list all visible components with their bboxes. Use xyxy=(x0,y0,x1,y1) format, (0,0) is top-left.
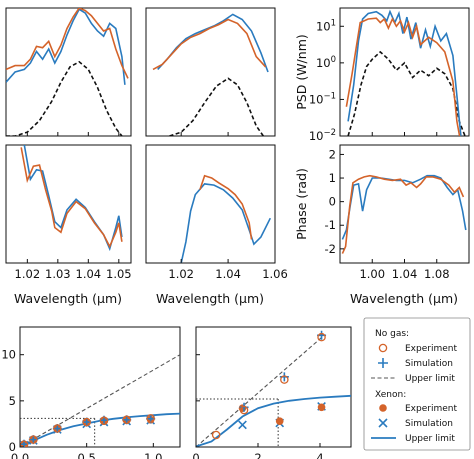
phase-y-axis-label: Phase (rad) xyxy=(294,168,309,240)
legend-no-gas-experiment-marker xyxy=(378,343,388,353)
scan-xtick-label: 2 xyxy=(254,451,261,459)
scan-ytick-label: 0 xyxy=(9,440,16,454)
psd-ytick-label: 10−2 xyxy=(309,128,336,143)
xenon-experiment-point xyxy=(275,417,284,425)
psd-panel-b xyxy=(145,7,276,137)
legend-no-gas-experiment: Experiment xyxy=(405,344,457,354)
psd-simulation-curve xyxy=(6,8,126,85)
scan-marks xyxy=(196,330,351,447)
phase-curves xyxy=(20,145,123,252)
phase-ytick-label: 2 xyxy=(329,147,336,161)
psd-y-axis-label: PSD (W/nm) xyxy=(294,34,309,110)
scan-xtick-label: 0.0 xyxy=(11,451,29,459)
xenon-simulation-point xyxy=(238,420,247,430)
no-gas-experiment-point xyxy=(239,405,249,415)
psd-experiment-curve xyxy=(345,17,461,136)
phase-xtick-label: 1.04 xyxy=(392,267,418,281)
phase-ytick-label: -2 xyxy=(325,242,336,256)
phase-ytick-label: 0 xyxy=(329,195,336,209)
psd-ytick-label: 101 xyxy=(316,18,336,33)
psd-reference-curve xyxy=(6,60,123,136)
no-gas-upper-limit-line xyxy=(196,335,324,447)
psd-simulation-curve xyxy=(347,9,462,136)
scan-xtick-label: 0 xyxy=(192,451,199,459)
xenon-experiment-point xyxy=(238,404,247,413)
x-axis-label-a: Wavelength (µm) xyxy=(14,291,122,306)
no-gas-experiment-point xyxy=(280,375,289,384)
phase-experiment-curve xyxy=(199,174,253,240)
no-gas-experiment-point xyxy=(53,424,62,433)
phase-ytick-label: 1 xyxy=(329,171,336,185)
phase-curves xyxy=(341,174,467,254)
psd-reference-curve xyxy=(347,50,466,136)
phase-xtick-label: 1.03 xyxy=(45,267,71,281)
phase-xtick-label: 1.08 xyxy=(424,267,450,281)
legend-no-gas-simulation-marker xyxy=(378,358,388,368)
psd-panel-a xyxy=(5,7,132,137)
scan-ytick-label: 10 xyxy=(1,348,16,362)
phase-xtick-label: 1.02 xyxy=(168,267,194,281)
scan-xtick-label: 0.5 xyxy=(78,451,96,459)
phase-simulation-curve xyxy=(341,174,467,240)
scan-ytick-label: 5 xyxy=(9,394,16,408)
legend-no-gas-upper-limit: Upper limit xyxy=(405,374,455,384)
psd-experiment-curve xyxy=(6,8,129,79)
legend-xenon-simulation: Simulation xyxy=(405,419,453,429)
no-gas-experiment-point xyxy=(99,416,109,425)
no-gas-experiment-point xyxy=(82,417,91,427)
x-axis-label-c: Wavelength (µm) xyxy=(350,291,458,306)
phase-xtick-label: 1.05 xyxy=(106,267,132,281)
phase-xtick-label: 1.00 xyxy=(359,267,385,281)
legend-no-gas-simulation: Simulation xyxy=(405,359,453,369)
phase-experiment-curve xyxy=(341,174,465,254)
legend-xenon-simulation-marker xyxy=(378,418,388,428)
phase-xtick-label: 1.02 xyxy=(15,267,41,281)
psd-curves xyxy=(6,8,129,136)
no-gas-experiment-point xyxy=(29,435,38,444)
psd-curves xyxy=(152,13,269,136)
scan-panel-b: 0 2 4 xyxy=(192,326,352,459)
phase-simulation-curve xyxy=(180,183,272,263)
phase-panel-a: 1.02 1.03 1.04 1.05 xyxy=(5,144,132,281)
x-axis-label-b: Wavelength (µm) xyxy=(156,291,264,306)
scan-xtick-label: 1.0 xyxy=(144,451,162,459)
scan-marks xyxy=(20,354,180,447)
psd-reference-curve xyxy=(169,77,264,136)
legend-no-gas-title: No gas: xyxy=(375,329,409,339)
scan-xtick-label: 4 xyxy=(316,451,323,459)
legend: No gas: Experiment Simulation Upper limi… xyxy=(363,317,471,451)
psd-ytick-label: 100 xyxy=(316,55,336,70)
phase-xtick-label: 1.04 xyxy=(215,267,241,281)
psd-curves xyxy=(345,9,466,136)
phase-panel-b: 1.02 1.04 1.06 xyxy=(145,144,288,281)
no-gas-upper-limit-line xyxy=(20,354,180,447)
no-gas-experiment-point xyxy=(211,430,221,440)
legend-xenon-experiment: Experiment xyxy=(405,404,457,414)
xenon-upper-limit-curve xyxy=(196,394,351,447)
phase-curves xyxy=(180,174,272,263)
no-gas-experiment-point xyxy=(317,332,326,342)
phase-xtick-label: 1.04 xyxy=(76,267,102,281)
legend-xenon-upper-limit: Upper limit xyxy=(405,434,455,444)
phase-ytick-label: -1 xyxy=(325,218,336,232)
psd-ytick-label: 10−1 xyxy=(309,91,336,106)
xenon-experiment-point xyxy=(317,403,326,412)
phase-panel-c: 1.00 1.04 1.08 -2 -1 0 1 2 xyxy=(325,144,470,281)
legend-xenon-title: Xenon: xyxy=(375,390,406,400)
phase-simulation-curve xyxy=(23,145,123,252)
phase-experiment-curve xyxy=(20,147,123,249)
psd-panel-c: 10−2 10−1 100 101 xyxy=(309,7,470,143)
no-gas-experiment-point xyxy=(146,414,155,423)
no-gas-experiment-point xyxy=(122,415,131,425)
psd-experiment-curve xyxy=(152,18,267,71)
phase-xtick-label: 1.06 xyxy=(262,267,288,281)
scan-panel-a: 0.0 0.5 1.0 0 5 10 xyxy=(1,326,181,459)
legend-xenon-experiment-marker xyxy=(379,404,387,412)
